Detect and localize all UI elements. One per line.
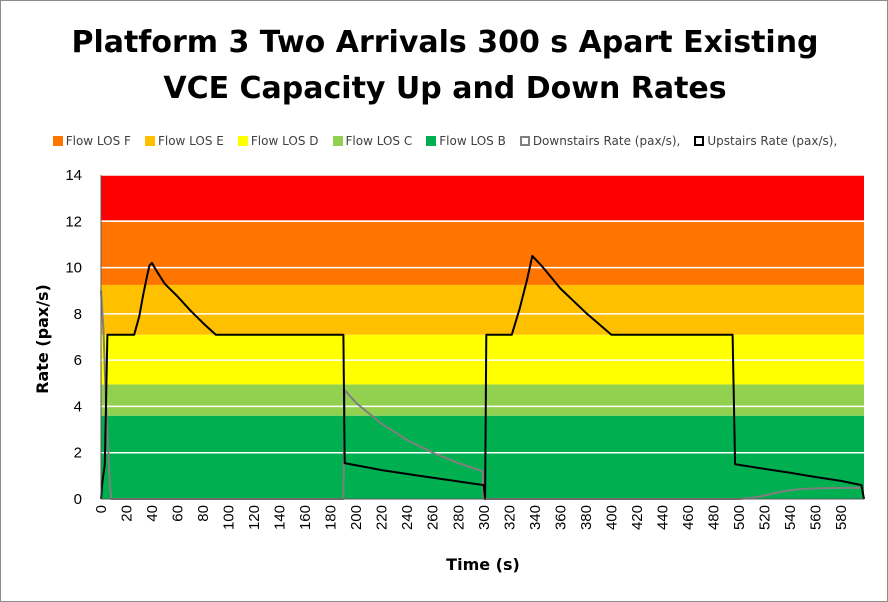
- x-tick-label-0: 0: [93, 505, 110, 513]
- legend-label-los-b: Flow LOS B: [439, 134, 506, 148]
- y-tick-label-5: 10: [65, 260, 82, 277]
- legend-swatch-los-e: [144, 136, 155, 146]
- legend-item-los-b: Flow LOS B: [426, 132, 506, 150]
- y-tick-label-3: 6: [74, 352, 82, 369]
- legend-item-los-c: Flow LOS C: [332, 132, 413, 150]
- los-band-4: [101, 220, 864, 285]
- x-tick-label-10: 200: [348, 505, 365, 530]
- legend-swatch-los-b: [426, 136, 437, 146]
- x-tick-label-11: 220: [374, 505, 391, 530]
- legend-item-downstairs-rate: Downstairs Rate (pax/s),: [519, 132, 681, 150]
- x-tick-label-22: 440: [654, 505, 671, 530]
- legend-label-los-c: Flow LOS C: [345, 134, 413, 148]
- legend-swatch-upstairs-rate: [694, 136, 705, 146]
- los-band-3: [101, 284, 864, 335]
- x-tick-label-21: 420: [629, 505, 646, 530]
- y-axis-title: Rate (pax/s): [33, 284, 52, 394]
- legend: Flow LOS F Flow LOS E Flow LOS D Flow LO…: [1, 132, 887, 150]
- y-tick-label-7: 14: [65, 167, 82, 184]
- x-tick-label-15: 300: [476, 505, 493, 530]
- x-tick-label-1: 20: [119, 505, 136, 522]
- x-tick-label-29: 580: [833, 505, 850, 530]
- legend-label-upstairs-rate: Upstairs Rate (pax/s),: [707, 134, 838, 148]
- los-band-5: [101, 175, 864, 221]
- legend-label-los-d: Flow LOS D: [250, 134, 319, 148]
- x-tick-label-3: 60: [170, 505, 187, 522]
- x-tick-label-28: 560: [808, 505, 825, 530]
- y-tick-label-4: 8: [74, 306, 82, 323]
- y-tick-label-6: 12: [65, 213, 82, 230]
- y-tick-label-0: 0: [74, 491, 82, 508]
- x-tick-label-16: 320: [501, 505, 518, 530]
- legend-label-los-f: Flow LOS F: [65, 134, 131, 148]
- x-tick-label-26: 520: [757, 505, 774, 530]
- x-tick-label-19: 380: [578, 505, 595, 530]
- x-tick-label-13: 260: [425, 505, 442, 530]
- x-tick-label-4: 80: [195, 505, 212, 522]
- x-tick-label-5: 100: [221, 505, 238, 530]
- legend-label-los-e: Flow LOS E: [157, 134, 224, 148]
- x-tick-label-2: 40: [144, 505, 161, 522]
- series-line-upstairs-rate: [100, 255, 865, 500]
- x-tick-label-14: 280: [450, 505, 467, 530]
- legend-swatch-los-d: [237, 136, 248, 146]
- legend-item-los-d: Flow LOS D: [237, 132, 319, 150]
- x-tick-label-27: 540: [782, 505, 799, 530]
- x-tick-label-17: 340: [527, 505, 544, 530]
- legend-label-downstairs-rate: Downstairs Rate (pax/s),: [532, 134, 681, 148]
- y-tick-label-2: 4: [74, 398, 82, 415]
- x-axis-title: Time (s): [446, 555, 520, 574]
- legend-item-upstairs-rate: Upstairs Rate (pax/s),: [694, 132, 837, 150]
- chart-title-line-2: VCE Capacity Up and Down Rates: [163, 71, 727, 106]
- legend-item-los-e: Flow LOS E: [144, 132, 224, 150]
- x-tick-label-12: 240: [399, 505, 416, 530]
- legend-swatch-los-f: [52, 136, 63, 146]
- x-tick-label-25: 500: [731, 505, 748, 530]
- series-line-downstairs-rate: [100, 290, 863, 500]
- x-tick-label-6: 120: [246, 505, 263, 530]
- x-tick-label-18: 360: [552, 505, 569, 530]
- legend-item-los-f: Flow LOS F: [52, 132, 131, 150]
- los-band-1: [101, 384, 864, 416]
- legend-swatch-los-c: [332, 136, 343, 146]
- chart-title-line-1: Platform 3 Two Arrivals 300 s Apart Exis…: [71, 25, 819, 60]
- x-tick-label-8: 160: [297, 505, 314, 530]
- y-tick-label-1: 2: [74, 445, 82, 462]
- x-tick-label-24: 480: [705, 505, 722, 530]
- x-tick-label-7: 140: [272, 505, 289, 530]
- x-tick-label-23: 460: [680, 505, 697, 530]
- legend-swatch-downstairs-rate: [519, 136, 530, 146]
- x-tick-label-20: 400: [603, 505, 620, 530]
- x-tick-label-9: 180: [323, 505, 340, 530]
